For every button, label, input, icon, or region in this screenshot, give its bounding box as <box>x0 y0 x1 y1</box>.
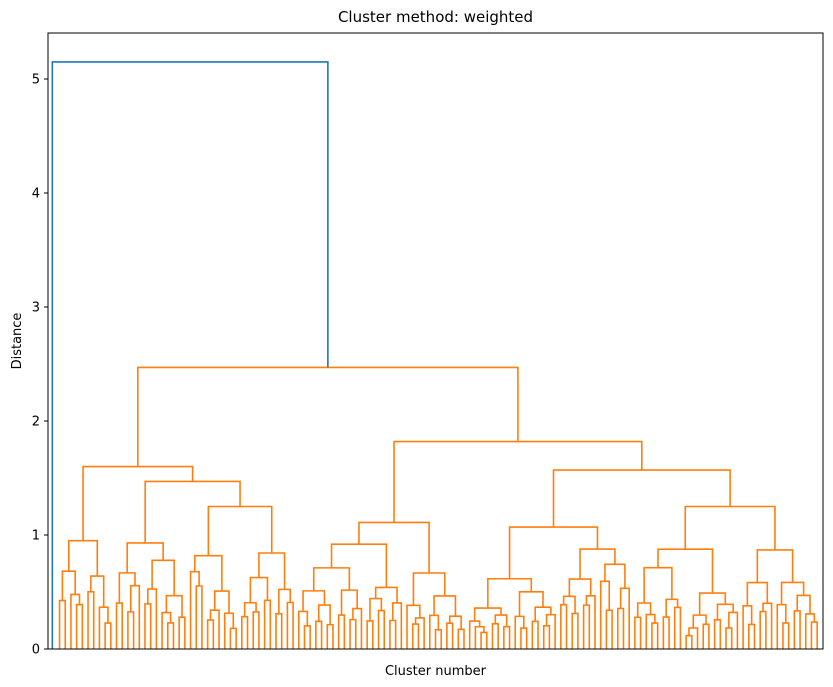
dendrogram-link <box>542 624 551 649</box>
dendrogram-link <box>446 622 454 649</box>
dendrogram-link <box>147 588 158 649</box>
dendrogram-link <box>579 548 616 580</box>
dendrogram-link <box>487 577 533 609</box>
y-tick-label: 2 <box>32 415 40 430</box>
dendrogram-link <box>804 613 816 649</box>
dendrogram-link <box>713 618 722 649</box>
dendrogram-link <box>206 619 215 649</box>
dendrogram-link <box>195 585 203 649</box>
dendrogram-link <box>98 606 109 649</box>
dendrogram-link <box>662 616 670 649</box>
dendrogram-link <box>582 604 591 649</box>
dendrogram-link <box>302 590 326 612</box>
dendrogram-link <box>58 599 67 649</box>
dendrogram-link <box>258 552 286 590</box>
y-tick-label: 5 <box>32 73 40 88</box>
dendrogram-link <box>429 614 440 649</box>
dendrogram-link <box>161 611 172 649</box>
dendrogram-link <box>518 590 544 617</box>
dendrogram-link <box>762 602 773 649</box>
dendrogram-link <box>297 610 309 649</box>
dendrogram-link <box>434 629 442 649</box>
dendrogram-link <box>252 611 260 649</box>
dendrogram-link <box>746 581 769 606</box>
dendrogram-link <box>330 543 388 588</box>
x-axis-label: Cluster number <box>385 664 487 679</box>
y-tick-label: 1 <box>32 529 40 544</box>
dendrogram-link <box>352 607 363 649</box>
dendrogram-link <box>178 616 186 649</box>
chart-title: Cluster method: weighted <box>338 8 533 26</box>
dendrogram-link <box>144 603 152 649</box>
dendrogram-link <box>369 597 383 621</box>
dendrogram-link <box>223 612 235 649</box>
dendrogram-link <box>406 604 421 649</box>
dendrogram-link <box>213 590 230 614</box>
dendrogram-link <box>278 588 292 614</box>
dendrogram-link <box>303 625 311 649</box>
dendrogram-link <box>599 580 611 649</box>
dendrogram-link <box>619 587 630 649</box>
dendrogram-link <box>337 614 346 649</box>
dendrogram-link <box>457 628 465 649</box>
plot-frame <box>47 32 824 650</box>
dendrogram-link <box>725 627 733 649</box>
dendrogram-link <box>657 548 714 594</box>
dendrogram-link <box>51 61 329 649</box>
y-tick-label: 4 <box>32 187 40 202</box>
dendrogram-link <box>209 609 220 649</box>
dendrogram-link <box>448 615 462 630</box>
y-tick-label: 3 <box>32 301 40 316</box>
dendrogram-link <box>692 614 707 629</box>
dendrogram-link <box>61 570 77 601</box>
dendrogram-link <box>412 572 446 606</box>
dendrogram-link <box>340 589 358 616</box>
dendrogram-link <box>129 584 141 649</box>
y-tick-label: 0 <box>32 643 40 658</box>
dendrogram-link <box>796 594 811 614</box>
dendrogram-link <box>473 607 502 622</box>
dendrogram-link <box>491 623 499 649</box>
dendrogram-link <box>636 602 652 618</box>
y-axis-label: Distance <box>10 313 25 370</box>
y-axis-ticks: 0 1 2 3 4 5 <box>32 73 48 658</box>
dendrogram-link <box>514 615 525 649</box>
dendrogram-link <box>118 572 136 604</box>
dendrogram-link <box>377 609 386 649</box>
dendrogram-links <box>51 61 818 649</box>
dendrogram-link <box>241 615 249 649</box>
dendrogram-link <box>702 623 710 649</box>
